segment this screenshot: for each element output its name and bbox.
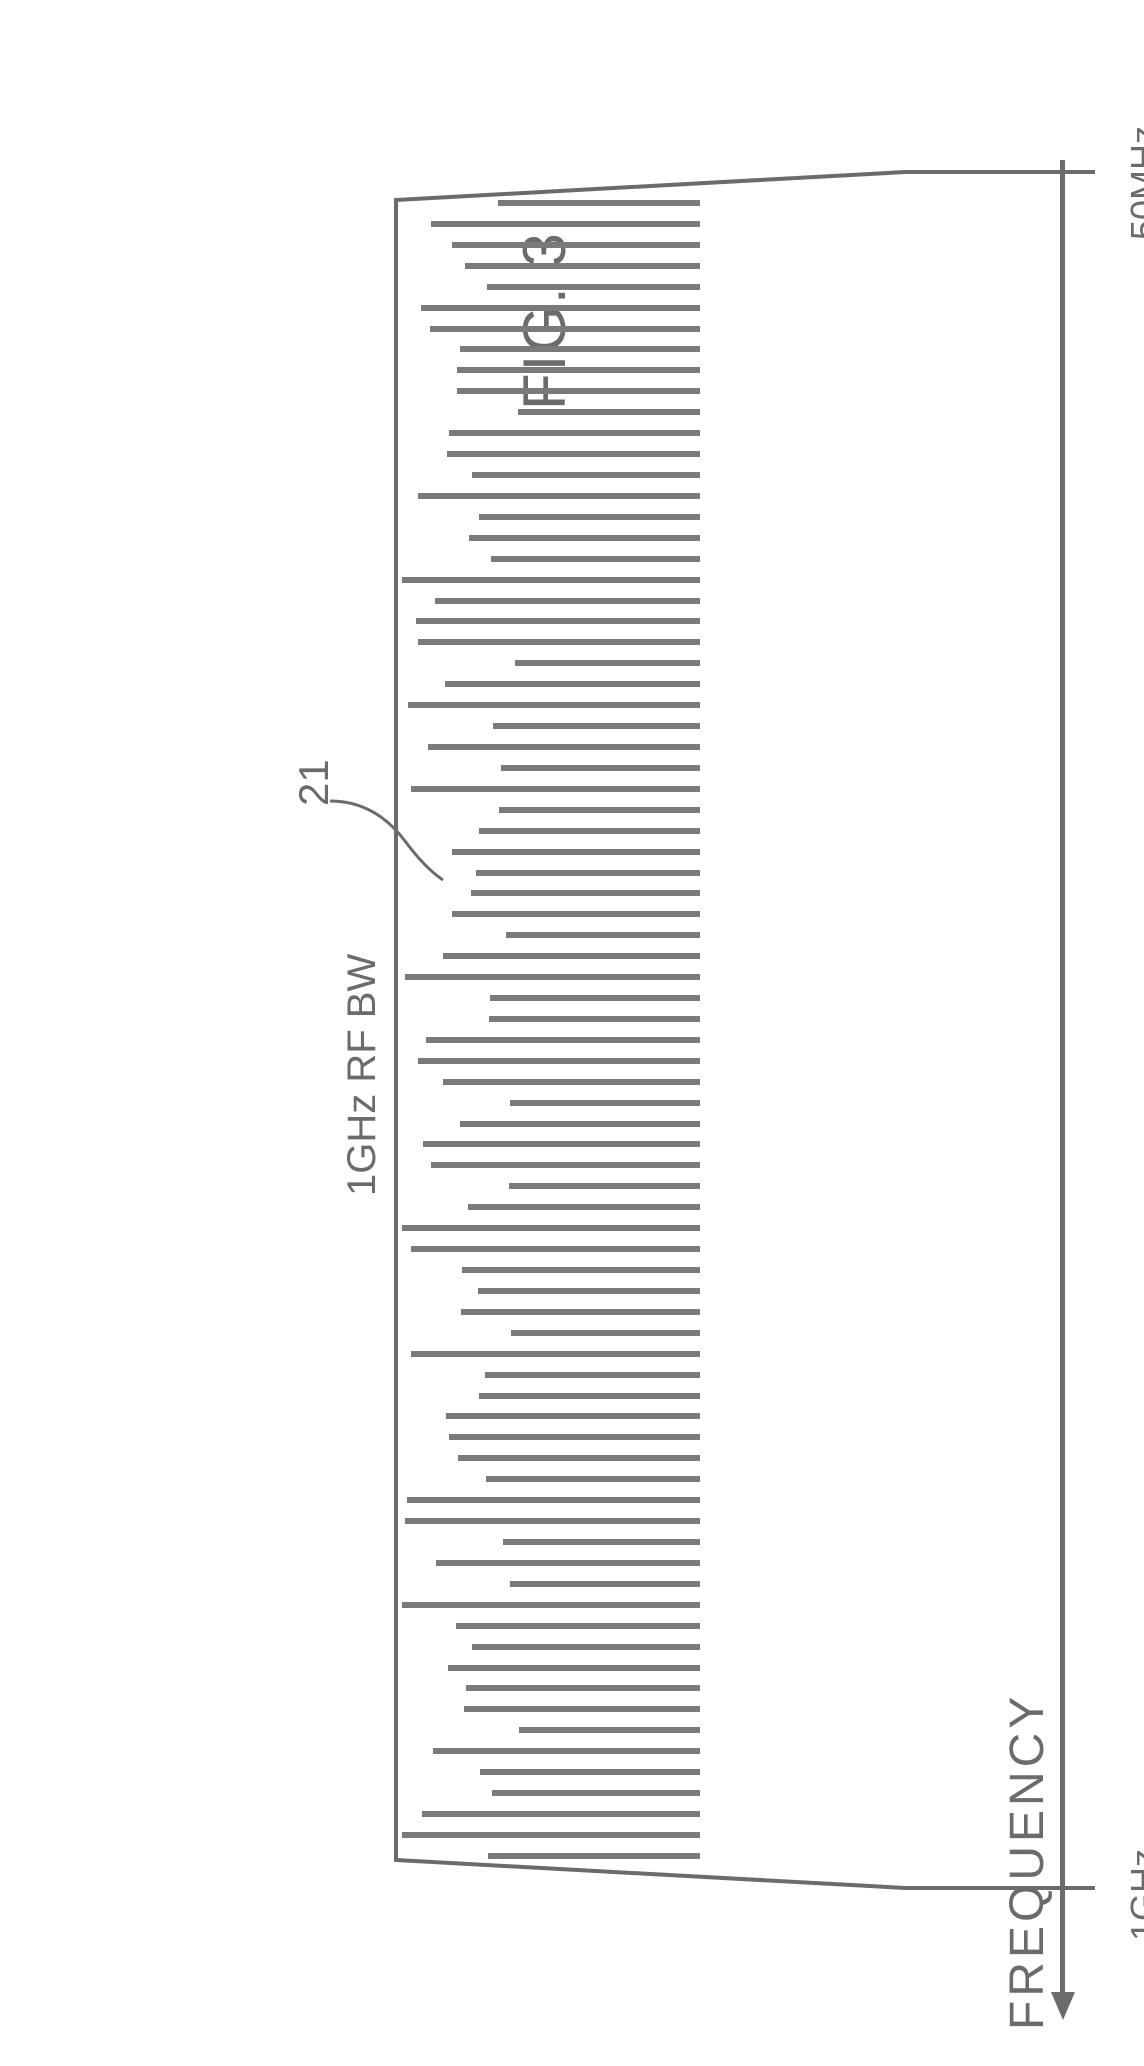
axis-arrow-icon — [1051, 1992, 1075, 2020]
frequency-axis — [1060, 160, 1065, 2000]
envelope-outline — [390, 170, 1070, 1890]
left-tick-label: 50MHz — [1123, 126, 1144, 240]
right-tick-label: 1GHz — [1123, 1849, 1144, 1941]
tick-1ghz — [1060, 1886, 1095, 1890]
callout-connector — [285, 796, 445, 886]
bandwidth-label: 1GHz RF BW — [340, 954, 385, 1196]
tick-50mhz — [1060, 170, 1095, 174]
